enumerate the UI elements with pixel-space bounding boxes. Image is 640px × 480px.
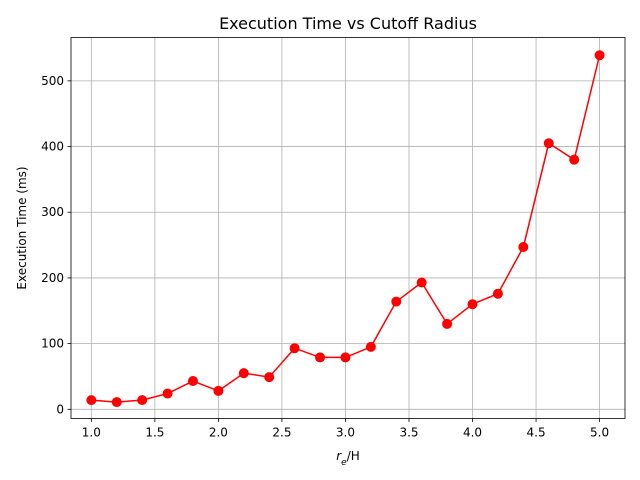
x-axis-label-subscript: e bbox=[341, 458, 347, 468]
y-tick-label: 300 bbox=[41, 205, 64, 219]
series-layer bbox=[86, 50, 605, 408]
x-tick-label: 5.0 bbox=[590, 426, 609, 440]
x-axis-label-rest: /H bbox=[347, 449, 360, 463]
x-tick-label: 1.0 bbox=[82, 426, 101, 440]
x-tick-label: 2.5 bbox=[272, 426, 291, 440]
data-point bbox=[467, 299, 478, 310]
tick-layer: 1.0 1.5 2.0 2.5 3.0 3.5 4.0 4.5 5.0 0 100 200 300 400… bbox=[41, 74, 609, 440]
data-point bbox=[213, 385, 224, 396]
grid-layer bbox=[71, 37, 625, 419]
y-tick-label: 100 bbox=[41, 337, 64, 351]
x-tick-label: 4.5 bbox=[527, 426, 546, 440]
x-tick-label: 3.5 bbox=[399, 426, 418, 440]
data-point bbox=[137, 395, 148, 406]
y-tick-label: 0 bbox=[56, 402, 64, 416]
data-point bbox=[340, 352, 351, 363]
data-point bbox=[315, 352, 326, 363]
x-tick-label: 2.0 bbox=[209, 426, 228, 440]
data-point bbox=[492, 288, 503, 299]
chart-title: Execution Time vs Cutoff Radius bbox=[219, 14, 477, 33]
data-point bbox=[187, 376, 198, 387]
data-point bbox=[442, 318, 453, 329]
y-tick-label: 400 bbox=[41, 140, 64, 154]
plot-frame bbox=[70, 37, 626, 419]
data-point bbox=[111, 397, 122, 408]
data-point bbox=[594, 50, 605, 61]
y-tick-label: 500 bbox=[41, 74, 64, 88]
data-point bbox=[518, 242, 529, 253]
data-point bbox=[86, 395, 97, 406]
data-point bbox=[391, 296, 402, 307]
y-axis-label: Execution Time (ms) bbox=[15, 166, 29, 289]
x-tick-label: 3.0 bbox=[336, 426, 355, 440]
data-point bbox=[543, 138, 554, 149]
x-axis-label: re/H bbox=[336, 449, 360, 468]
x-axis-label-r: r bbox=[336, 449, 342, 463]
data-point bbox=[238, 368, 249, 379]
data-point bbox=[162, 388, 173, 399]
y-tick-label: 200 bbox=[41, 271, 64, 285]
data-point bbox=[365, 341, 376, 352]
data-point bbox=[289, 343, 300, 354]
x-tick-label: 4.0 bbox=[463, 426, 482, 440]
x-tick-label: 1.5 bbox=[145, 426, 164, 440]
data-point bbox=[264, 372, 275, 383]
data-point bbox=[569, 154, 580, 165]
data-point bbox=[416, 277, 427, 288]
